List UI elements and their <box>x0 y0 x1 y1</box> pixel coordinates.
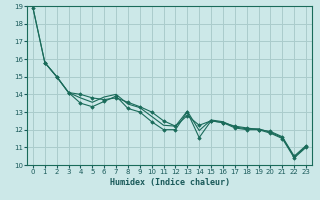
X-axis label: Humidex (Indice chaleur): Humidex (Indice chaleur) <box>109 178 229 187</box>
